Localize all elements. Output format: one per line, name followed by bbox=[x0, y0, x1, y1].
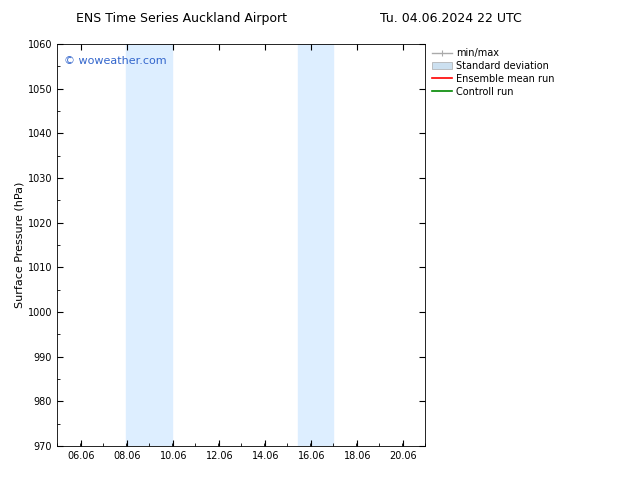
Text: © woweather.com: © woweather.com bbox=[65, 56, 167, 66]
Text: Tu. 04.06.2024 22 UTC: Tu. 04.06.2024 22 UTC bbox=[380, 12, 522, 25]
Text: ENS Time Series Auckland Airport: ENS Time Series Auckland Airport bbox=[76, 12, 287, 25]
Legend: min/max, Standard deviation, Ensemble mean run, Controll run: min/max, Standard deviation, Ensemble me… bbox=[429, 44, 558, 100]
Bar bbox=[126, 44, 172, 446]
Bar bbox=[299, 44, 333, 446]
Y-axis label: Surface Pressure (hPa): Surface Pressure (hPa) bbox=[15, 182, 25, 308]
